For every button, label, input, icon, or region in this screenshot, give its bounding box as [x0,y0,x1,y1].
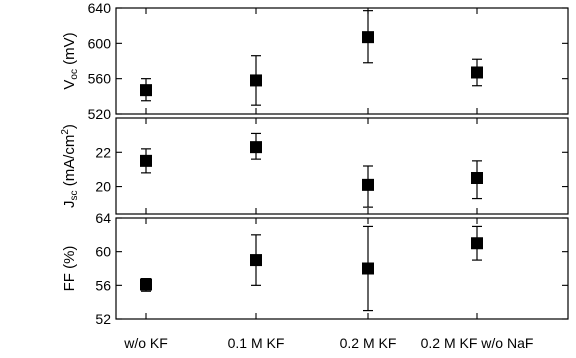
data-point-voc-3 [471,58,483,87]
marker-square [250,74,262,87]
data-point-voc-0 [140,78,152,102]
marker-square [250,141,262,154]
y-tick-label: 56 [95,277,111,293]
y-axis-label-ff: FF (%) [61,246,78,292]
y-tick-label: 640 [88,0,112,16]
y-tick-label: 600 [88,35,112,51]
data-point-jsc-1 [250,132,262,160]
data-point-voc-2 [362,10,374,64]
y-tick-label: 22 [95,144,111,160]
marker-square [362,178,374,191]
y-tick-label: 52 [95,311,111,327]
x-tick-label: 0.2 M KF [340,335,397,351]
marker-square [471,237,483,250]
panel-frame [115,117,569,215]
marker-square [362,262,374,275]
y-tick-label: 20 [95,179,111,195]
data-point-ff-2 [362,225,374,312]
data-point-ff-0 [140,278,152,292]
panel-jsc: 20 22 Jsc (mA/cm2) [60,117,569,215]
marker-square [362,31,374,44]
marker-square [140,278,152,291]
marker-square [471,66,483,79]
y-axis-label-voc: Voc (mV) [61,32,80,89]
y-tick-label: 560 [88,71,112,87]
y-tick-label: 520 [88,106,112,122]
data-point-jsc-3 [471,160,483,200]
data-point-voc-1 [250,55,262,106]
panel-ff: 52 56 60 64 FF (%) [61,210,569,327]
x-tick-label: 0.1 M KF [228,335,285,351]
marker-square [471,172,483,184]
data-point-ff-1 [250,234,262,286]
data-point-jsc-2 [362,165,374,208]
data-point-jsc-0 [140,148,152,174]
y-tick-label: 60 [95,244,111,260]
marker-square [250,254,262,267]
panels: 520 560 600 640 Voc (mV) 20 22 Jsc (mA/cm2) 52 56… [60,0,569,327]
data-point-ff-3 [471,225,483,261]
y-tick-label: 64 [95,210,111,226]
panel-voc: 520 560 600 640 Voc (mV) [61,0,569,122]
panel-frame [115,7,569,115]
y-axis-label-jsc: Jsc (mA/cm2) [60,124,80,208]
marker-square [140,154,152,167]
x-tick-label: w/o KF [123,335,168,351]
x-axis: w/o KF 0.1 M KF 0.2 M KF 0.2 M KF w/o NaF [123,335,533,351]
marker-square [140,84,152,97]
x-tick-label: 0.2 M KF w/o NaF [421,335,534,351]
panel-frame [115,217,569,320]
